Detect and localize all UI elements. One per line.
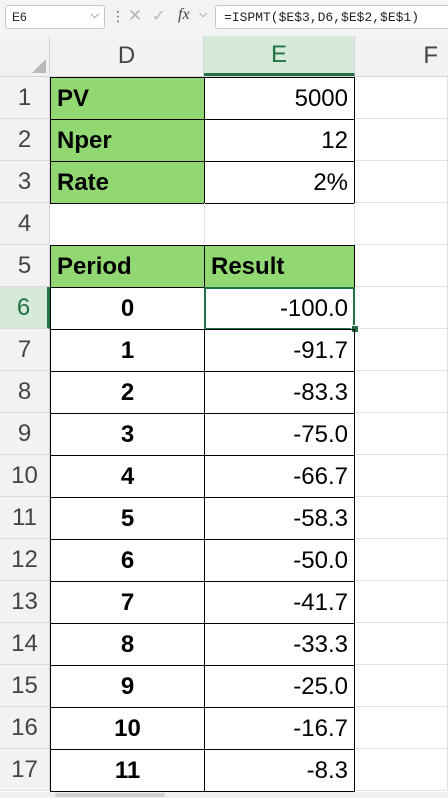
row-header[interactable]: 1 — [0, 77, 50, 119]
cell-f5[interactable] — [355, 245, 448, 287]
cell-e7[interactable]: -91.7 — [204, 329, 355, 372]
cell-f16[interactable] — [355, 707, 448, 749]
cell-e3[interactable]: 2% — [204, 161, 355, 204]
cell-f12[interactable] — [355, 539, 448, 581]
cell-d6[interactable]: 0 — [50, 287, 205, 330]
cell-f6[interactable] — [355, 287, 448, 329]
column-header-row: D E F — [0, 36, 448, 77]
row-header[interactable]: 3 — [0, 161, 50, 203]
row-header[interactable]: 14 — [0, 623, 50, 665]
cell-d7[interactable]: 1 — [50, 329, 205, 372]
cell-e9[interactable]: -75.0 — [204, 413, 355, 456]
cell-e13[interactable]: -41.7 — [204, 581, 355, 624]
cell-d16[interactable]: 10 — [50, 707, 205, 750]
cell-d10[interactable]: 4 — [50, 455, 205, 498]
column-header-f[interactable]: F — [423, 42, 438, 69]
insert-function-icon[interactable]: fx — [178, 6, 190, 23]
cell-d13[interactable]: 7 — [50, 581, 205, 624]
cell-e10[interactable]: -66.7 — [204, 455, 355, 498]
cell-f11[interactable] — [355, 497, 448, 539]
row-header[interactable]: 12 — [0, 539, 50, 581]
cell-f14[interactable] — [355, 623, 448, 665]
row-header[interactable]: 9 — [0, 413, 50, 455]
cell-d1[interactable]: PV — [50, 77, 205, 120]
cell-e16[interactable]: -16.7 — [204, 707, 355, 750]
cell-e4[interactable] — [204, 203, 355, 246]
cancel-icon[interactable]: ✕ — [128, 6, 143, 25]
row-header[interactable]: 8 — [0, 371, 50, 413]
cell-d5[interactable]: Period — [50, 245, 205, 288]
row-header[interactable]: 13 — [0, 581, 50, 623]
cell-d3[interactable]: Rate — [50, 161, 205, 204]
cell-f10[interactable] — [355, 455, 448, 497]
cell-f7[interactable] — [355, 329, 448, 371]
cell-d4[interactable] — [50, 203, 205, 246]
name-box-value: E6 — [12, 10, 27, 24]
cell-e12[interactable]: -50.0 — [204, 539, 355, 582]
cell-f15[interactable] — [355, 665, 448, 707]
cell-e5[interactable]: Result — [204, 245, 355, 288]
cell-f1[interactable] — [355, 77, 448, 119]
cell-e14[interactable]: -33.3 — [204, 623, 355, 666]
cell-d2[interactable]: Nper — [50, 119, 205, 162]
row-header[interactable]: 4 — [0, 203, 50, 245]
cell-e15[interactable]: -25.0 — [204, 665, 355, 708]
cell-d11[interactable]: 5 — [50, 497, 205, 540]
cell-f4[interactable] — [355, 203, 448, 245]
cell-f17[interactable] — [355, 749, 448, 791]
cell-d9[interactable]: 3 — [50, 413, 205, 456]
cell-e17[interactable]: -8.3 — [204, 749, 355, 792]
cell-f8[interactable] — [355, 371, 448, 413]
row-header[interactable]: 2 — [0, 119, 50, 161]
formula-text: =ISPMT($E$3,D6,$E$2,$E$1) — [224, 10, 420, 25]
cell-d12[interactable]: 6 — [50, 539, 205, 582]
row-header[interactable]: 6 — [0, 287, 50, 329]
cell-e2[interactable]: 12 — [204, 119, 355, 162]
select-all-button[interactable] — [0, 36, 50, 76]
column-header-d[interactable]: D — [50, 36, 204, 76]
row-header[interactable]: 11 — [0, 497, 50, 539]
row-header[interactable]: 5 — [0, 245, 50, 287]
cell-e6[interactable]: -100.0 — [204, 287, 355, 330]
formula-input[interactable]: =ISPMT($E$3,D6,$E$2,$E$1) — [215, 5, 448, 29]
cell-e1[interactable]: 5000 — [204, 77, 355, 120]
column-header-e[interactable]: E — [204, 36, 355, 76]
formula-bar: E6 ⌵ ⋮ ✕ ✓ fx ⌵ =ISPMT($E$3,D6,$E$2,$E$1… — [0, 0, 448, 37]
row-header[interactable]: 10 — [0, 455, 50, 497]
cell-e11[interactable]: -58.3 — [204, 497, 355, 540]
chevron-down-icon[interactable]: ⌵ — [199, 8, 208, 20]
enter-icon[interactable]: ✓ — [152, 8, 166, 25]
cell-f9[interactable] — [355, 413, 448, 455]
chevron-down-icon[interactable]: ⌵ — [90, 9, 99, 21]
cell-d14[interactable]: 8 — [50, 623, 205, 666]
cell-f13[interactable] — [355, 581, 448, 623]
cell-f3[interactable] — [355, 161, 448, 203]
more-options-icon[interactable]: ⋮ — [111, 8, 125, 24]
horizontal-scrollbar[interactable] — [0, 792, 448, 798]
cell-d8[interactable]: 2 — [50, 371, 205, 414]
row-header[interactable]: 7 — [0, 329, 50, 371]
cell-e8[interactable]: -83.3 — [204, 371, 355, 414]
scrollbar-thumb[interactable] — [55, 793, 165, 797]
cell-f2[interactable] — [355, 119, 448, 161]
cell-d15[interactable]: 9 — [50, 665, 205, 708]
row-header[interactable]: 17 — [0, 749, 50, 791]
row-header[interactable]: 15 — [0, 665, 50, 707]
row-header[interactable]: 16 — [0, 707, 50, 749]
name-box[interactable]: E6 ⌵ — [5, 5, 105, 29]
cell-d17[interactable]: 11 — [50, 749, 205, 792]
